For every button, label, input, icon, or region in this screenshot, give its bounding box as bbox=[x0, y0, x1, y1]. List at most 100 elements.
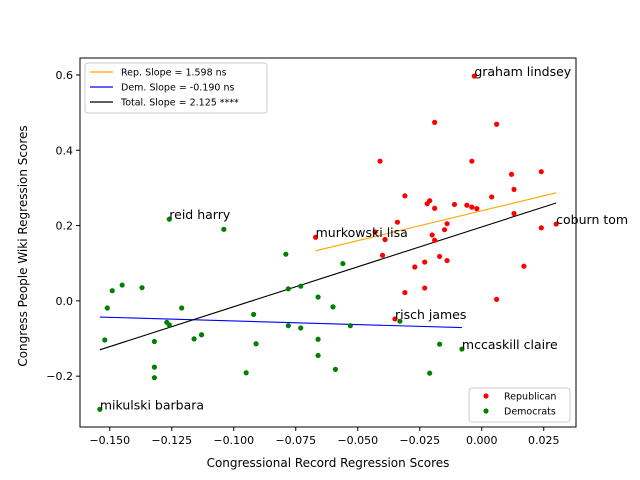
democrats-point-23 bbox=[102, 337, 108, 343]
democrats-point-19 bbox=[397, 318, 403, 324]
x-tick-label-5: −0.025 bbox=[399, 434, 440, 447]
democrats-point-27 bbox=[459, 346, 465, 352]
republican-point-0 bbox=[471, 73, 477, 79]
legend-lines-box bbox=[84, 62, 268, 114]
fit-line-0 bbox=[315, 192, 557, 252]
democrats-point-5 bbox=[139, 285, 145, 291]
y-axis-label: Congress People Wiki Regression Scores bbox=[16, 125, 30, 366]
republican-point-12 bbox=[451, 201, 458, 208]
legend-marker-republican bbox=[483, 393, 489, 399]
democrats-point-34 bbox=[97, 406, 103, 412]
plot-frame bbox=[79, 57, 577, 428]
democrats-point-8 bbox=[109, 288, 115, 294]
republican-point-25 bbox=[313, 234, 319, 240]
republican-point-16 bbox=[432, 205, 438, 211]
legend-marker-democrats bbox=[483, 408, 489, 414]
democrats-point-30 bbox=[332, 366, 339, 372]
y-tick-label-4: 0.6 bbox=[56, 69, 74, 82]
democrats-point-2 bbox=[283, 251, 289, 257]
democrats-point-31 bbox=[243, 370, 249, 376]
democrats-point-25 bbox=[253, 341, 259, 347]
democrats-point-17 bbox=[347, 323, 353, 329]
x-tick-label-3: −0.075 bbox=[275, 434, 316, 447]
legend-label-democrats: Democrats bbox=[504, 407, 556, 418]
annotation-0: graham lindsey bbox=[474, 64, 571, 79]
y-tick-label-3: 0.4 bbox=[56, 144, 74, 157]
fit-line-2 bbox=[99, 202, 557, 351]
axes: −0.150 −0.125 −0.100 −0.075 −0.050 −0.025 0.00… bbox=[46, 57, 577, 447]
republican-point-5 bbox=[508, 171, 515, 177]
democrats-point-26 bbox=[437, 341, 443, 347]
fit-line-1 bbox=[99, 316, 462, 329]
republican-point-31 bbox=[422, 259, 428, 265]
democrats-point-32 bbox=[427, 370, 433, 376]
x-tick-label-0: −0.150 bbox=[89, 434, 130, 447]
republican-point-13 bbox=[464, 202, 470, 208]
republican-point-8 bbox=[402, 193, 408, 199]
republican-point-21 bbox=[538, 225, 544, 231]
republican-point-9 bbox=[489, 194, 495, 200]
republican-point-19 bbox=[394, 219, 401, 225]
democrats-point-29 bbox=[151, 364, 157, 370]
x-tick-label-1: −0.125 bbox=[151, 434, 192, 447]
republican-point-15 bbox=[474, 206, 480, 212]
democrats-point-4 bbox=[119, 282, 125, 288]
republican-point-20 bbox=[444, 221, 450, 227]
republican-point-27 bbox=[432, 237, 438, 243]
republican-point-17 bbox=[511, 210, 517, 217]
annotation-2: murkowski lisa bbox=[316, 225, 408, 240]
republican-point-36 bbox=[494, 296, 500, 302]
republican-point-30 bbox=[444, 257, 450, 264]
y-tick-label-0: −0.2 bbox=[46, 370, 73, 383]
republican-point-11 bbox=[424, 201, 430, 207]
republican-point-7 bbox=[511, 186, 517, 193]
democrats-point-13 bbox=[251, 311, 257, 318]
republican-point-4 bbox=[469, 158, 475, 164]
x-tick-label-7: 0.025 bbox=[528, 434, 560, 447]
democrats-point-33 bbox=[151, 375, 157, 381]
democrats-point-10 bbox=[104, 305, 110, 311]
legend-lines: Rep. Slope = 1.598 ns Dem. Slope = -0.190… bbox=[84, 62, 268, 114]
republican-point-34 bbox=[422, 285, 428, 291]
democrats-point-12 bbox=[330, 304, 336, 310]
democrats-point-20 bbox=[198, 332, 205, 338]
democrats-point-0 bbox=[166, 216, 172, 222]
democrats-point-11 bbox=[179, 305, 185, 311]
y-tick-label-1: 0.0 bbox=[56, 295, 74, 308]
republican-point-26 bbox=[382, 236, 388, 243]
republican-point-18 bbox=[553, 221, 559, 227]
legend-label-republican: Republican bbox=[504, 392, 556, 403]
annotation-3: coburn tom bbox=[556, 212, 628, 227]
legend-points: Republican Democrats bbox=[468, 387, 571, 423]
democrats-point-7 bbox=[285, 286, 291, 292]
democrats-point-21 bbox=[191, 336, 197, 342]
democrats-point-15 bbox=[166, 322, 172, 328]
x-tick-label-4: −0.050 bbox=[337, 434, 378, 447]
republican-point-29 bbox=[437, 253, 443, 260]
annotation-1: reid harry bbox=[169, 207, 231, 222]
republican-point-33 bbox=[521, 263, 527, 269]
democrats-point-22 bbox=[315, 336, 321, 342]
republican-point-37 bbox=[392, 316, 398, 322]
democrats-point-3 bbox=[340, 260, 346, 267]
legend-line-label-1: Dem. Slope = -0.190 ns bbox=[121, 83, 234, 94]
republican-point-22 bbox=[441, 227, 448, 233]
republican-point-1 bbox=[432, 119, 438, 125]
legend-points-box bbox=[468, 387, 571, 423]
republican-point-35 bbox=[402, 289, 408, 296]
legend-line-label-0: Rep. Slope = 1.598 ns bbox=[121, 68, 227, 79]
y-tick-label-2: 0.2 bbox=[56, 220, 74, 233]
democrats-point-16 bbox=[285, 323, 291, 329]
annotation-5: mccaskill claire bbox=[462, 337, 558, 352]
democrats-point-28 bbox=[315, 352, 321, 359]
democrats-point-1 bbox=[221, 226, 227, 232]
republican-point-6 bbox=[538, 169, 544, 175]
annotation-4: risch james bbox=[395, 307, 466, 322]
x-tick-label-2: −0.100 bbox=[213, 434, 254, 447]
republican-point-3 bbox=[377, 158, 383, 164]
x-tick-label-6: 0.000 bbox=[466, 434, 498, 447]
republican-point-2 bbox=[494, 121, 500, 127]
x-axis-label: Congressional Record Regression Scores bbox=[207, 456, 450, 470]
republican-point-24 bbox=[429, 232, 435, 238]
